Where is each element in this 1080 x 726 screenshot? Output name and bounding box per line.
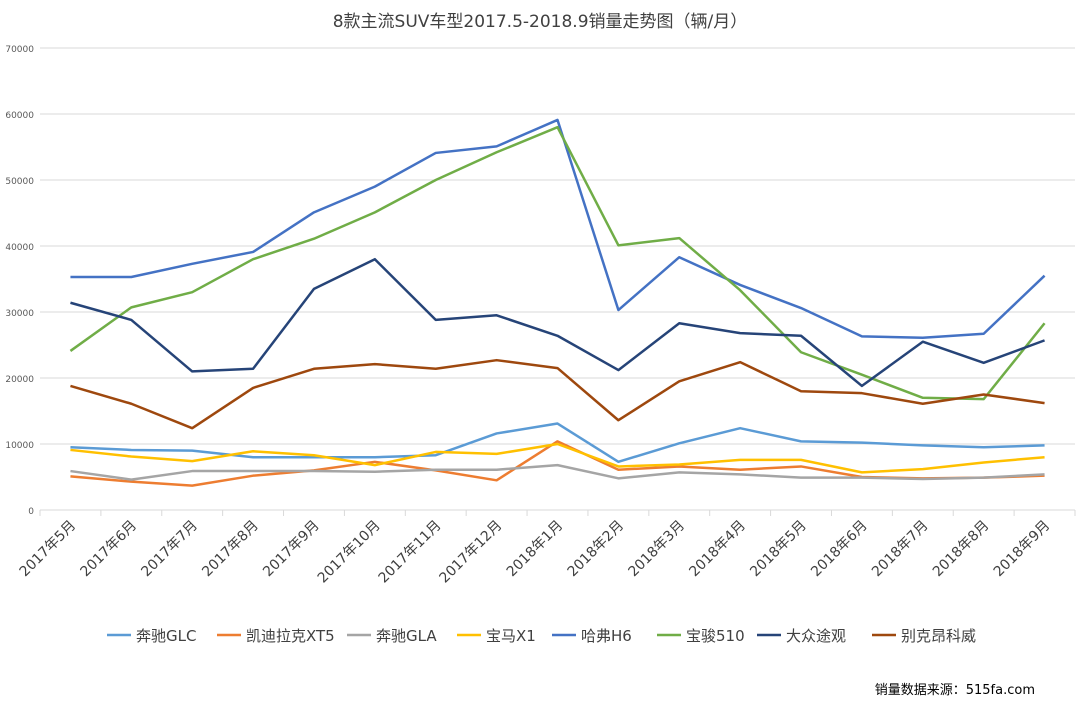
x-tick-label: 2018年5月 bbox=[747, 518, 810, 581]
x-tick-label: 2018年6月 bbox=[808, 518, 871, 581]
series-line-5 bbox=[69, 125, 1046, 401]
legend-label: 奔驰GLA bbox=[376, 627, 437, 645]
y-tick-label: 70000 bbox=[5, 45, 34, 55]
x-tick-label: 2018年1月 bbox=[504, 518, 567, 581]
y-tick-label: 50000 bbox=[5, 177, 34, 187]
legend-item: 宝马X1 bbox=[457, 627, 536, 645]
y-tick-label: 20000 bbox=[5, 375, 34, 385]
x-tick-label: 2017年10月 bbox=[315, 518, 384, 587]
legend-label: 大众途观 bbox=[786, 627, 846, 645]
x-tick-label: 2017年11月 bbox=[376, 518, 445, 587]
legend-label: 哈弗H6 bbox=[581, 627, 632, 645]
legend-item: 别克昂科威 bbox=[872, 627, 976, 645]
x-tick-label: 2018年2月 bbox=[565, 518, 628, 581]
series-line-3 bbox=[70, 442, 1045, 474]
legend-label: 宝马X1 bbox=[486, 627, 536, 645]
x-tick-label: 2017年7月 bbox=[138, 518, 201, 581]
y-tick-label: 10000 bbox=[5, 441, 34, 451]
series-line-4 bbox=[70, 118, 1046, 339]
y-tick-label: 40000 bbox=[5, 243, 34, 253]
x-tick-label: 2017年8月 bbox=[199, 518, 262, 581]
x-tick-label: 2017年6月 bbox=[78, 518, 141, 581]
legend-item: 大众途观 bbox=[757, 627, 846, 645]
series-line-2 bbox=[70, 463, 1045, 481]
chart-title: 8款主流SUV车型2017.5-2018.9销量走势图（辆/月） bbox=[333, 12, 748, 32]
x-tick-label: 2018年4月 bbox=[686, 518, 749, 581]
x-tick-label: 2018年9月 bbox=[991, 518, 1054, 581]
series-line-6 bbox=[70, 257, 1045, 388]
source-note: 销量数据来源：515fa.com bbox=[875, 683, 1035, 698]
x-tick-label: 2018年7月 bbox=[869, 518, 932, 581]
legend-label: 奔驰GLC bbox=[136, 627, 196, 645]
x-tick-label: 2017年9月 bbox=[260, 518, 323, 581]
y-tick-label: 60000 bbox=[5, 111, 34, 121]
legend-item: 奔驰GLA bbox=[347, 627, 437, 645]
x-tick-label: 2017年12月 bbox=[437, 518, 506, 587]
x-tick-label: 2018年8月 bbox=[930, 518, 993, 581]
legend-label: 凯迪拉克XT5 bbox=[246, 627, 335, 645]
y-tick-label: 0 bbox=[28, 507, 34, 517]
legend-item: 奔驰GLC bbox=[107, 627, 196, 645]
x-tick-label: 2017年5月 bbox=[17, 518, 80, 581]
legend-item: 凯迪拉克XT5 bbox=[217, 627, 335, 645]
series-line-7 bbox=[70, 358, 1045, 430]
legend-item: 宝骏510 bbox=[657, 627, 745, 645]
legend-item: 哈弗H6 bbox=[552, 627, 632, 645]
legend-label: 别克昂科威 bbox=[901, 627, 976, 645]
legend-label: 宝骏510 bbox=[686, 627, 745, 645]
y-tick-label: 30000 bbox=[5, 309, 34, 319]
x-tick-label: 2018年3月 bbox=[625, 518, 688, 581]
